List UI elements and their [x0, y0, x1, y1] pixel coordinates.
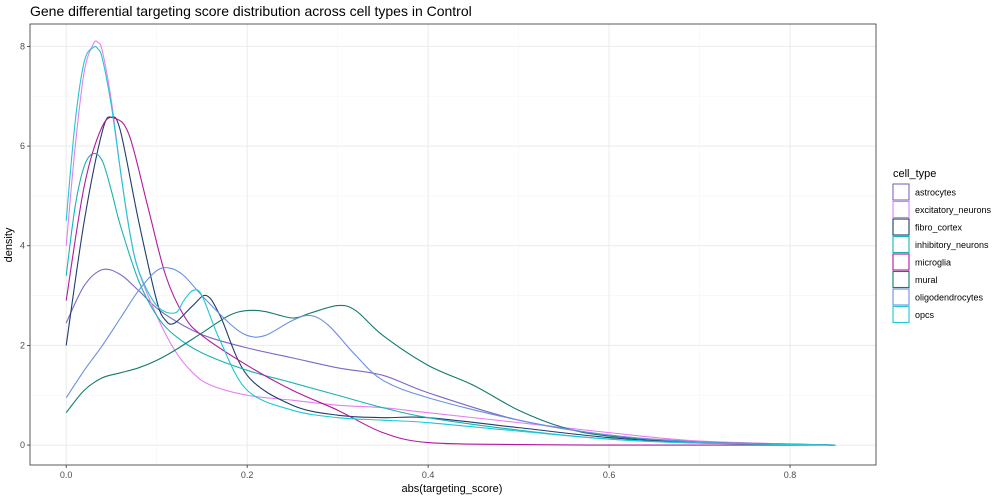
density-curve-oligodendrocytes: [65, 267, 836, 446]
y-tick-label: 0: [20, 440, 25, 450]
legend-item-mural: mural: [892, 270, 938, 289]
legend-label: astrocytes: [915, 188, 957, 198]
y-axis: 0 2 4 6 8: [20, 41, 30, 450]
legend-label: excitatory_neurons: [915, 205, 992, 215]
density-curve-microglia: [65, 116, 836, 446]
legend-key: [892, 305, 910, 324]
legend-item-oligodendrocytes: oligodendrocytes: [892, 288, 984, 306]
y-tick-label: 8: [20, 41, 25, 51]
x-axis-title: abs(targeting_score): [402, 483, 503, 495]
legend: cell_type astrocytes excitatory_neuronsfi…: [892, 168, 992, 324]
y-tick-label: 6: [20, 141, 25, 151]
legend-item-microglia: microglia: [892, 253, 951, 271]
legend-item-opcs: opcs: [892, 305, 935, 324]
density-curve-excitatory-neurons: [65, 40, 836, 446]
x-axis: 0.0 0.2 0.4 0.6 0.8: [60, 465, 796, 480]
legend-key: [892, 288, 910, 306]
x-tick-label: 0.4: [422, 470, 435, 480]
legend-key: [892, 183, 910, 201]
y-axis-title: density: [3, 227, 15, 262]
legend-label: oligodendrocytes: [915, 293, 984, 303]
legend-item-astrocytes: astrocytes: [892, 183, 957, 201]
chart-title: Gene differential targeting score distri…: [30, 3, 472, 19]
legend-label: microglia: [915, 258, 951, 268]
x-tick-label: 0.8: [784, 470, 797, 480]
y-tick-label: 4: [20, 241, 25, 251]
legend-key: [892, 235, 910, 254]
legend-key: [892, 200, 910, 219]
legend-item-inhibitory-neurons: inhibitory_neurons: [892, 235, 989, 254]
plot-panel: [29, 23, 877, 466]
legend-key: [892, 218, 910, 236]
density-curve-mural: [65, 304, 836, 446]
panel-background: [30, 24, 876, 465]
legend-key: [892, 270, 910, 289]
x-tick-label: 0.6: [603, 470, 616, 480]
legend-title: cell_type: [893, 168, 936, 180]
legend-label: fibro_cortex: [915, 223, 963, 233]
legend-item-fibro-cortex: fibro_cortex: [892, 218, 963, 236]
x-tick-label: 0.0: [60, 470, 73, 480]
panel-border: [29, 23, 877, 466]
legend-label: mural: [915, 275, 938, 285]
density-curve-opcs: [65, 45, 836, 446]
legend-item-excitatory-neurons: excitatory_neurons: [892, 200, 992, 219]
legend-key: [892, 253, 910, 271]
legend-label: opcs: [915, 310, 935, 320]
legend-label: inhibitory_neurons: [915, 240, 989, 250]
y-tick-label: 2: [20, 340, 25, 350]
x-tick-label: 0.2: [241, 470, 254, 480]
